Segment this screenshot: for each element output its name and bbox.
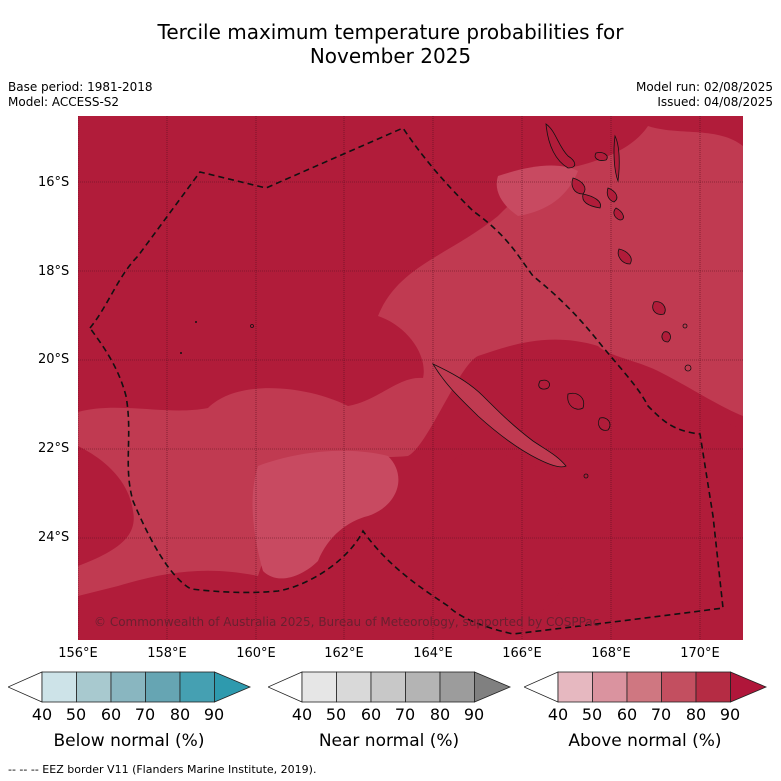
map-panel: © Commonwealth of Australia 2025, Bureau… — [78, 116, 743, 640]
island-vanuatu-8 — [617, 248, 632, 265]
island-vanuatu-2 — [594, 152, 608, 161]
prob-region-light — [252, 450, 399, 579]
island-vanuatu-6 — [606, 187, 618, 203]
prob-region-dark-southwest — [78, 446, 134, 566]
cbar-near-tick: 50 — [325, 705, 347, 724]
cbar-below-tick: 50 — [65, 705, 87, 724]
eez-border — [88, 126, 724, 635]
island-vanuatu-5 — [582, 193, 601, 209]
lat-label-20s: 20°S — [38, 352, 70, 367]
lat-label-16s: 16°S — [38, 175, 70, 190]
title-line-1: Tercile maximum temperature probabilitie… — [157, 20, 624, 44]
eez-footer-note: -- -- -- EEZ border V11 (Flanders Marine… — [8, 763, 317, 776]
meta-right: Model run: 02/08/2025 Issued: 04/08/2025 — [636, 80, 773, 110]
map-title: Tercile maximum temperature probabilitie… — [0, 20, 781, 68]
lon-label-156e: 156°E — [58, 646, 98, 661]
colorbar-near-normal — [268, 671, 512, 703]
island-vanuatu-3 — [613, 134, 620, 183]
cbar-near-seg-2 — [336, 671, 372, 703]
cbar-near-title: Near normal (%) — [318, 731, 460, 751]
cbar-below-tick: 80 — [169, 705, 191, 724]
island-vanuatu-7 — [613, 207, 624, 221]
cbar-above-title: Above normal (%) — [568, 731, 722, 751]
lon-label-158e: 158°E — [147, 646, 187, 661]
cbar-below-seg-4 — [145, 671, 181, 703]
island-small-3 — [180, 352, 182, 354]
prob-region-dark-east — [653, 420, 743, 516]
island-vanuatu-10 — [661, 331, 671, 343]
cbar-above-seg-4 — [661, 671, 697, 703]
island-small-2 — [195, 321, 197, 323]
cbar-near-seg-1 — [301, 671, 337, 703]
cbar-below-seg-0 — [8, 671, 43, 703]
cbar-above-seg-6 — [730, 671, 768, 703]
cbar-below-seg-2 — [76, 671, 112, 703]
cbar-below-tick: 70 — [134, 705, 156, 724]
lat-label-22s: 22°S — [38, 441, 70, 456]
island-small-4 — [682, 323, 688, 329]
cbar-above-tick: 50 — [581, 705, 603, 724]
cbar-above-seg-1 — [557, 671, 593, 703]
cbar-above-tick: 90 — [719, 705, 741, 724]
cbar-above-seg-5 — [695, 671, 731, 703]
cbar-above-tick: 80 — [685, 705, 707, 724]
prob-region-dark-south — [427, 452, 565, 623]
cbar-below-seg-3 — [110, 671, 146, 703]
cbar-near-tick: 70 — [394, 705, 416, 724]
island-small-5 — [684, 364, 692, 372]
meta-left: Base period: 1981-2018 Model: ACCESS-S2 — [8, 80, 153, 110]
lon-label-160e: 160°E — [236, 646, 276, 661]
cbar-near-seg-3 — [370, 671, 406, 703]
model-run: Model run: 02/08/2025 — [635, 80, 773, 94]
lat-label-18s: 18°S — [38, 264, 70, 279]
island-new-caledonia — [431, 363, 567, 468]
cbar-above-seg-2 — [592, 671, 628, 703]
cbar-below-title: Below normal (%) — [53, 731, 205, 751]
cbar-below-tick: 90 — [203, 705, 225, 724]
lon-label-166e: 166°E — [502, 646, 542, 661]
gridlines — [78, 116, 743, 640]
island-vanuatu-9 — [652, 301, 666, 315]
cbar-below-seg-5 — [179, 671, 215, 703]
island-loyalty-2 — [567, 392, 585, 410]
lon-label-168e: 168°E — [591, 646, 631, 661]
colorbar-above-normal — [524, 671, 768, 703]
cbar-above-tick: 60 — [616, 705, 638, 724]
cbar-below-seg-6 — [214, 671, 252, 703]
issued-date: Issued: 04/08/2025 — [657, 95, 773, 109]
copyright-text: © Commonwealth of Australia 2025, Bureau… — [94, 615, 599, 629]
cbar-below-tick: 60 — [100, 705, 122, 724]
cbar-above-seg-3 — [626, 671, 662, 703]
cbar-near-tick: 80 — [429, 705, 451, 724]
prob-region-mid — [78, 126, 743, 596]
prob-region-light-northeast — [496, 165, 578, 216]
lon-label-162e: 162°E — [324, 646, 364, 661]
island-loyalty-3 — [598, 417, 611, 431]
cbar-near-seg-4 — [405, 671, 441, 703]
cbar-below-seg-1 — [41, 671, 77, 703]
lat-label-24s: 24°S — [38, 530, 70, 545]
cbar-near-seg-6 — [474, 671, 512, 703]
island-vanuatu-1 — [545, 123, 576, 169]
model-name: Model: ACCESS-S2 — [8, 95, 120, 109]
cbar-above-seg-0 — [524, 671, 559, 703]
cbar-above-tick: 40 — [547, 705, 569, 724]
cbar-below-tick: 40 — [31, 705, 53, 724]
base-period: Base period: 1981-2018 — [8, 80, 153, 94]
island-small-6 — [583, 473, 589, 479]
title-line-2: November 2025 — [309, 44, 472, 68]
colorbar-below-normal — [8, 671, 252, 703]
lon-label-164e: 164°E — [413, 646, 453, 661]
island-small-1 — [250, 324, 254, 328]
cbar-above-tick: 70 — [650, 705, 672, 724]
lon-label-170e: 170°E — [680, 646, 720, 661]
cbar-near-seg-0 — [268, 671, 303, 703]
cbar-near-tick: 60 — [360, 705, 382, 724]
cbar-near-tick: 90 — [463, 705, 485, 724]
cbar-near-seg-5 — [439, 671, 475, 703]
island-loyalty-1 — [538, 379, 550, 390]
cbar-near-tick: 40 — [291, 705, 313, 724]
